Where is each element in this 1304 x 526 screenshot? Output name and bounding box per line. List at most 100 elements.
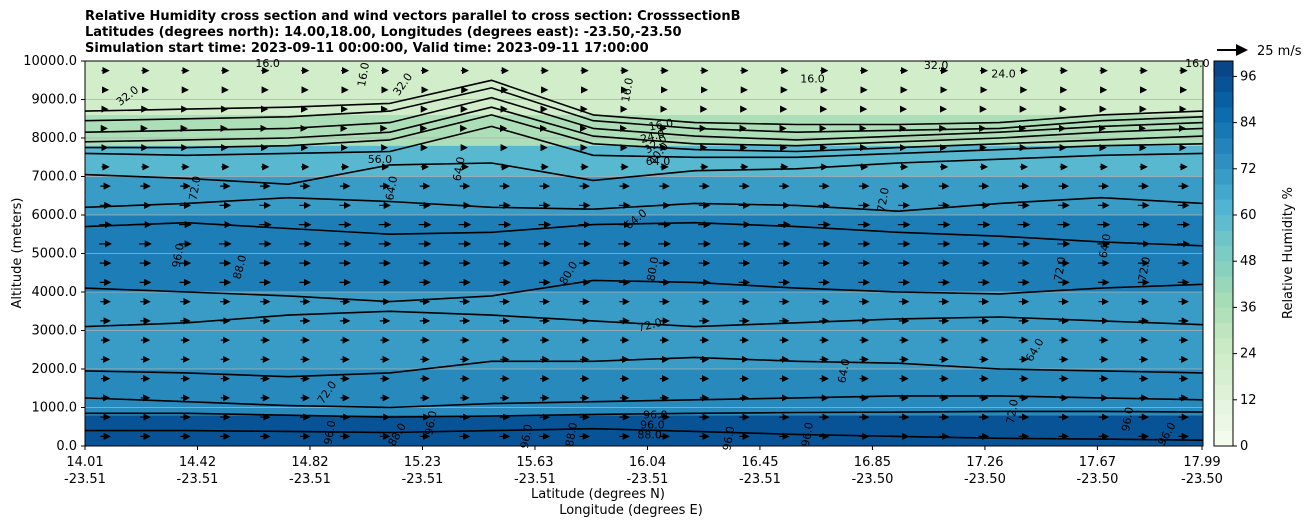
contour-labels: 16.032.016.0 32.0 16.0 16.032.024.016.016.0…	[114, 57, 1210, 452]
colorbar-segment	[1214, 215, 1233, 231]
x-tick-label-latitude: 14.82	[291, 455, 328, 470]
contour-line	[85, 114, 1203, 153]
contour-label: 72.0	[1004, 398, 1021, 424]
colorbar-segment	[1214, 230, 1233, 247]
colorbar-segment	[1214, 399, 1233, 416]
contour-label: 96.0	[170, 242, 187, 268]
contour-label: 96.0	[321, 419, 338, 445]
x-tick-label-longitude: -23.51	[514, 472, 556, 487]
y-tick-label: 1000.0	[32, 401, 78, 416]
chart-title-line-2: Latitudes (degrees north): 14.00,18.00, …	[85, 25, 682, 40]
contour-label: 96.0	[518, 423, 535, 449]
contour-label: 72.0	[187, 175, 204, 201]
colorbar-tick-label: 12	[1240, 393, 1257, 408]
colorbar-segment	[1214, 91, 1233, 108]
contour-label: 16.0	[355, 61, 372, 87]
contour-label: 72.0	[875, 187, 892, 213]
colorbar-segment	[1214, 153, 1233, 170]
contour-label: 56.0	[368, 153, 393, 166]
y-tick-label: 7000.0	[32, 170, 78, 185]
quiver-key: 25 m/s	[1217, 44, 1302, 59]
colorbar-tick-label: 24	[1240, 347, 1257, 362]
colorbar-segment	[1214, 184, 1233, 200]
contour-label: 64.0	[646, 155, 671, 168]
x-tick-label-latitude: 16.45	[741, 455, 778, 470]
contour-line	[85, 427, 1203, 441]
contour-line	[85, 395, 1203, 409]
contour-label: 96.0	[799, 421, 816, 447]
x-tick-label-longitude: -23.51	[177, 472, 219, 487]
contour-line	[85, 356, 1203, 378]
contour-label: 64.0	[383, 175, 400, 201]
contour-label: 24.0	[639, 127, 666, 146]
colorbar-tick-label: 60	[1240, 208, 1257, 223]
colorbar-segment	[1214, 168, 1233, 185]
x-tick-label-latitude: 15.63	[516, 455, 553, 470]
x-tick-label-longitude: -23.51	[626, 472, 668, 487]
colorbar-segment	[1214, 384, 1233, 401]
contour-label: 80.0	[644, 256, 661, 282]
contour-label: 88.0	[637, 428, 662, 441]
contour-line	[85, 410, 1203, 418]
y-tick-label: 9000.0	[32, 93, 78, 108]
colorbar-segment	[1214, 369, 1233, 385]
colorbar-tick-label: 36	[1240, 300, 1257, 315]
colorbar-segment	[1214, 107, 1233, 123]
colorbar-segment	[1214, 199, 1233, 216]
colorbar-segment	[1214, 322, 1233, 339]
chart-title-line-1: Relative Humidity cross section and wind…	[85, 9, 741, 24]
y-tick-label: 8000.0	[32, 131, 78, 146]
contour-lines	[85, 79, 1203, 441]
y-tick-label: 2000.0	[32, 362, 78, 377]
colorbar-segment	[1214, 415, 1233, 431]
contour-line	[85, 87, 1203, 133]
wind-vectors	[99, 67, 1191, 440]
contour-label: 96.0	[643, 408, 668, 421]
colorbar-segment	[1214, 307, 1233, 324]
contour-line	[85, 310, 1203, 328]
colorbar-segment	[1214, 245, 1233, 262]
contour-label: 64.0	[835, 358, 852, 384]
colorbar-segment	[1214, 61, 1233, 77]
contour-label: 16.0	[800, 72, 825, 85]
contour-line	[85, 106, 1203, 147]
x-tick-label-latitude: 15.23	[404, 455, 441, 470]
x-axis: 14.01 -23.51 14.42 -23.51 14.82 -23.51 15.23 -2…	[64, 446, 1223, 487]
colorbar-tick-label: 48	[1240, 254, 1257, 269]
x-tick-label-longitude: -23.50	[1076, 472, 1118, 487]
contour-line	[85, 196, 1203, 212]
colorbar: 0 12 24 36 48 60 72 84 96	[1213, 60, 1257, 454]
x-tick-label-latitude: 17.99	[1183, 455, 1220, 470]
contour-label: 72.0	[636, 316, 663, 335]
contour-line	[85, 125, 1203, 159]
y-axis: 0.0 1000.0 2000.0 3000.0 4000.0 5000.0 6000.0 7…	[23, 54, 85, 454]
colorbar-frame	[1213, 60, 1234, 447]
humidity-band	[85, 145, 1203, 177]
x-tick-label-longitude: -23.51	[289, 472, 331, 487]
colorbar-tick-label: 0	[1240, 439, 1248, 454]
contour-line	[85, 79, 1203, 126]
horizontal-gridlines	[85, 61, 1203, 446]
humidity-band	[85, 61, 1203, 115]
contour-line	[85, 96, 1203, 141]
x-tick-label-longitude: -23.51	[739, 472, 781, 487]
x-tick-label-latitude: 17.26	[966, 455, 1003, 470]
x-tick-label-latitude: 17.67	[1079, 455, 1116, 470]
contour-label: 24.0	[991, 68, 1016, 81]
y-tick-label: 6000.0	[32, 208, 78, 223]
quiver-key-label: 25 m/s	[1257, 44, 1302, 59]
x-tick-label-longitude: -23.51	[402, 472, 444, 487]
x-tick-label-latitude: 16.04	[629, 455, 666, 470]
y-axis-label: Altitude (meters)	[10, 198, 25, 309]
y-tick-label: 5000.0	[32, 247, 78, 262]
contour-label: 88.0	[231, 254, 250, 281]
y-tick-label: 0.0	[56, 439, 77, 454]
contour-label: 88.0	[563, 421, 580, 447]
colorbar-label: Relative Humidity %	[1281, 187, 1296, 319]
colorbar-segment	[1214, 122, 1233, 139]
colorbar-tick-label: 84	[1240, 116, 1257, 131]
colorbar-segment	[1214, 261, 1233, 277]
contour-label: 16.0	[255, 57, 280, 70]
contour-label: 64.0	[451, 156, 468, 182]
